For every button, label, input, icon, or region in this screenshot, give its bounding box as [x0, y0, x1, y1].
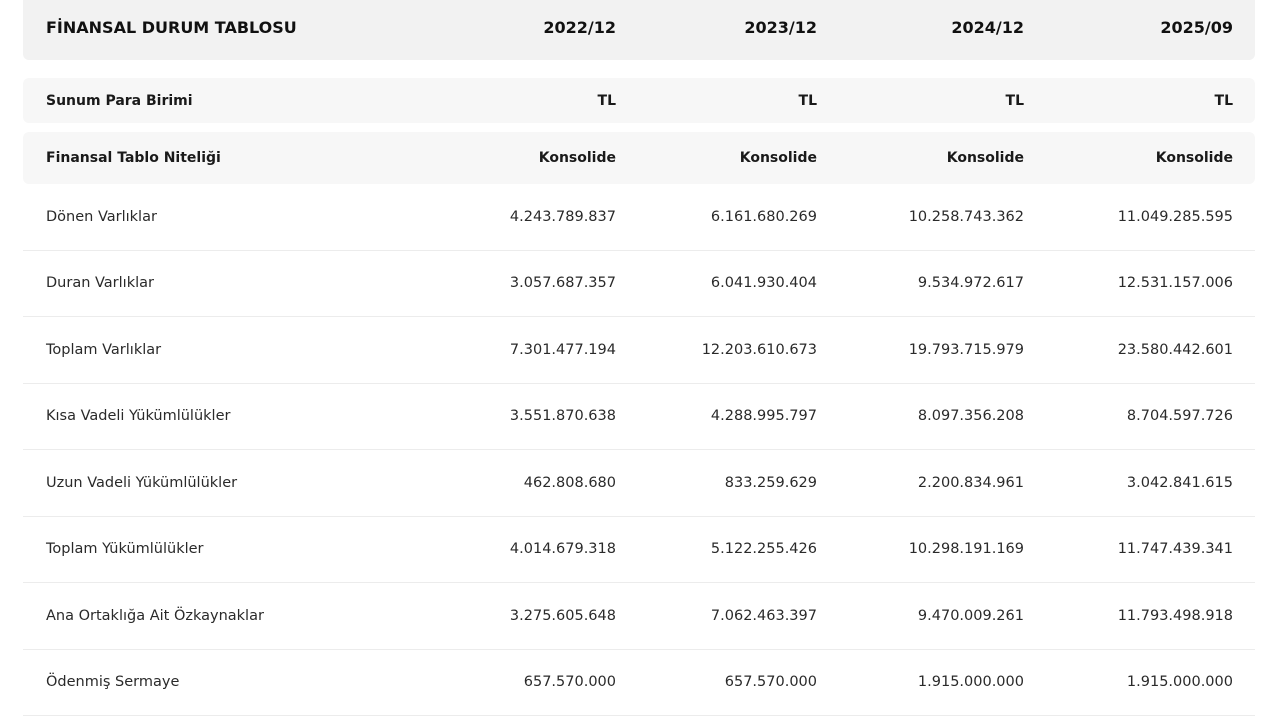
- row-value: Konsolide: [538, 150, 616, 166]
- row-value: 8.097.356.208: [917, 408, 1024, 425]
- row-label: Ödenmiş Sermaye: [46, 674, 180, 691]
- row-value: 462.808.680: [523, 474, 616, 491]
- row-value: 3.042.841.615: [1126, 474, 1233, 491]
- row-value: TL: [1005, 92, 1024, 109]
- row-value: 3.551.870.638: [509, 408, 616, 425]
- period-header-2022-12: 2022/12: [543, 17, 616, 37]
- row-label: Toplam Varlıklar: [46, 341, 162, 358]
- row-value: TL: [597, 92, 616, 109]
- row-value: 6.041.930.404: [710, 275, 817, 292]
- row-label: Sunum Para Birimi: [46, 92, 193, 109]
- row-value: TL: [798, 92, 817, 109]
- row-value: 4.243.789.837: [509, 208, 616, 225]
- row-value: 10.298.191.169: [908, 541, 1024, 558]
- row-value: 6.161.680.269: [710, 208, 817, 225]
- row-value: 4.288.995.797: [710, 408, 817, 425]
- table-header-row: FİNANSAL DURUM TABLOSU 2022/12 2023/12 2…: [23, 0, 1255, 60]
- table-row: Ana Ortaklığa Ait Özkaynaklar 3.275.605.…: [23, 583, 1255, 650]
- currency-row: Sunum Para Birimi TL TL TL TL: [23, 78, 1255, 123]
- table-title: FİNANSAL DURUM TABLOSU: [46, 17, 297, 37]
- row-label: Uzun Vadeli Yükümlülükler: [46, 474, 238, 491]
- table-row: Duran Varlıklar 3.057.687.357 6.041.930.…: [23, 251, 1255, 317]
- period-header-2023-12: 2023/12: [744, 17, 817, 37]
- row-label: Kısa Vadeli Yükümlülükler: [46, 408, 231, 425]
- table-row: Toplam Yükümlülükler 4.014.679.318 5.122…: [23, 517, 1255, 583]
- row-label: Ana Ortaklığa Ait Özkaynaklar: [46, 607, 264, 624]
- table-row: Uzun Vadeli Yükümlülükler 462.808.680 83…: [23, 450, 1255, 517]
- row-value: 4.014.679.318: [509, 541, 616, 558]
- row-value: 657.570.000: [724, 674, 817, 691]
- row-value: Konsolide: [739, 150, 817, 166]
- row-value: 9.470.009.261: [917, 607, 1024, 624]
- row-value: TL: [1214, 92, 1233, 109]
- table-row: Kısa Vadeli Yükümlülükler 3.551.870.638 …: [23, 384, 1255, 450]
- financial-position-table: FİNANSAL DURUM TABLOSU 2022/12 2023/12 2…: [23, 0, 1255, 716]
- row-value: Konsolide: [946, 150, 1024, 166]
- row-value: 833.259.629: [724, 474, 817, 491]
- table-row: Toplam Varlıklar 7.301.477.194 12.203.61…: [23, 317, 1255, 384]
- row-value: 2.200.834.961: [917, 474, 1024, 491]
- row-value: 3.275.605.648: [509, 607, 616, 624]
- period-header-2024-12: 2024/12: [951, 17, 1024, 37]
- row-label: Duran Varlıklar: [46, 275, 154, 292]
- table-row: Dönen Varlıklar 4.243.789.837 6.161.680.…: [23, 184, 1255, 251]
- row-value: 9.534.972.617: [917, 275, 1024, 292]
- row-value: 12.203.610.673: [701, 341, 817, 358]
- row-value: 11.793.498.918: [1117, 607, 1233, 624]
- row-value: 7.062.463.397: [710, 607, 817, 624]
- row-value: 5.122.255.426: [710, 541, 817, 558]
- table-row: Ödenmiş Sermaye 657.570.000 657.570.000 …: [23, 650, 1255, 716]
- row-value: 11.747.439.341: [1117, 541, 1233, 558]
- statement-type-row: Finansal Tablo Niteliği Konsolide Konsol…: [23, 132, 1255, 184]
- row-label: Toplam Yükümlülükler: [46, 541, 204, 558]
- row-value: Konsolide: [1155, 150, 1233, 166]
- period-header-2025-09: 2025/09: [1160, 17, 1233, 37]
- row-value: 657.570.000: [523, 674, 616, 691]
- row-value: 12.531.157.006: [1117, 275, 1233, 292]
- row-value: 7.301.477.194: [509, 341, 616, 358]
- row-value: 3.057.687.357: [509, 275, 616, 292]
- row-value: 11.049.285.595: [1117, 208, 1233, 225]
- row-label: Finansal Tablo Niteliği: [46, 150, 221, 166]
- row-value: 1.915.000.000: [917, 674, 1024, 691]
- row-value: 23.580.442.601: [1117, 341, 1233, 358]
- row-value: 1.915.000.000: [1126, 674, 1233, 691]
- row-value: 10.258.743.362: [908, 208, 1024, 225]
- row-label: Dönen Varlıklar: [46, 208, 157, 225]
- row-value: 8.704.597.726: [1126, 408, 1233, 425]
- row-value: 19.793.715.979: [908, 341, 1024, 358]
